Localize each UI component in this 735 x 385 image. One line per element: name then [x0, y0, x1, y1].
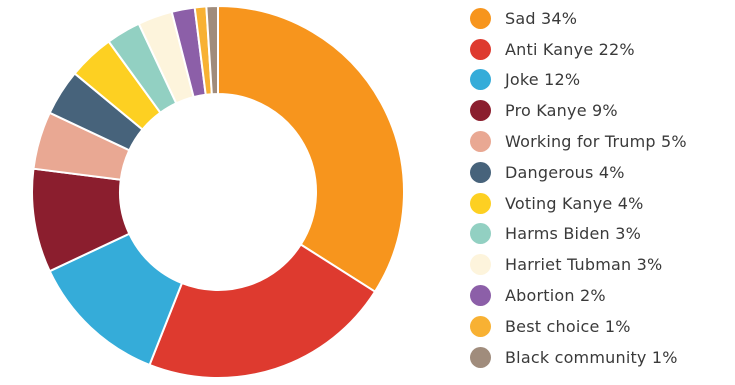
- legend-swatch: [470, 161, 491, 183]
- legend-label: Abortion 2%: [505, 286, 606, 306]
- legend-label: Dangerous 4%: [505, 162, 625, 182]
- slice-11: [205, 4, 219, 96]
- legend-item: Dangerous 4%: [470, 157, 687, 188]
- legend-label: Harriet Tubman 3%: [505, 255, 663, 275]
- legend-label: Working for Trump 5%: [505, 132, 687, 152]
- legend-label: Pro Kanye 9%: [505, 101, 618, 121]
- legend-item: Harms Biden 3%: [470, 219, 687, 250]
- legend-item: Working for Trump 5%: [470, 126, 687, 157]
- legend-item: Best choice 1%: [470, 311, 687, 342]
- legend-swatch: [470, 38, 491, 60]
- legend-swatch: [470, 7, 491, 29]
- legend-swatch: [470, 69, 491, 91]
- legend-label: Best choice 1%: [505, 316, 631, 336]
- legend-swatch: [470, 100, 491, 122]
- legend-item: Abortion 2%: [470, 280, 687, 311]
- legend-swatch: [470, 285, 491, 307]
- legend-label: Black community 1%: [505, 347, 678, 367]
- slice-0: [217, 4, 405, 294]
- legend-label: Voting Kanye 4%: [505, 193, 644, 213]
- legend-item: Anti Kanye 22%: [470, 34, 687, 65]
- legend-swatch: [470, 192, 491, 214]
- legend-label: Anti Kanye 22%: [505, 39, 635, 59]
- legend-label: Joke 12%: [505, 70, 581, 90]
- legend-swatch: [470, 346, 491, 368]
- legend-item: Sad 34%: [470, 3, 687, 34]
- legend-swatch: [470, 223, 491, 245]
- legend-label: Harms Biden 3%: [505, 224, 641, 244]
- legend-swatch: [470, 315, 491, 337]
- legend-label: Sad 34%: [505, 8, 578, 28]
- legend-item: Harriet Tubman 3%: [470, 249, 687, 280]
- donut-chart: [31, 4, 405, 379]
- legend-item: Pro Kanye 9%: [470, 95, 687, 126]
- legend-item: Joke 12%: [470, 65, 687, 96]
- chart-legend: Sad 34% Anti Kanye 22% Joke 12% Pro Kanye 9…: [470, 3, 687, 373]
- legend-swatch: [470, 254, 491, 276]
- legend-swatch: [470, 131, 491, 153]
- slice-1: [148, 243, 377, 379]
- legend-item: Voting Kanye 4%: [470, 188, 687, 219]
- legend-item: Black community 1%: [470, 342, 687, 373]
